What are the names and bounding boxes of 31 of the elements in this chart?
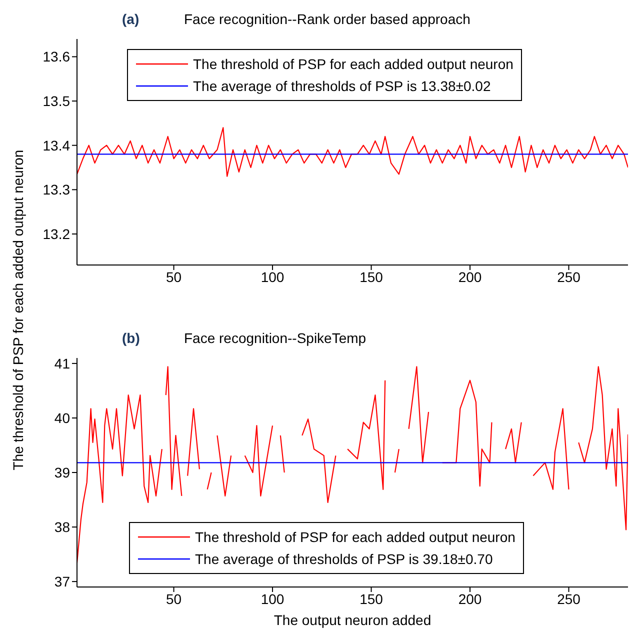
x-tick-label: 200 bbox=[458, 268, 482, 285]
y-tick-label: 38 bbox=[54, 518, 70, 535]
y-axis-title: The threshold of PSP for each added output neuron bbox=[10, 150, 26, 470]
x-tick-label: 200 bbox=[458, 590, 482, 607]
y-tick-label: 13.6 bbox=[42, 48, 70, 65]
y-tick-label: 39 bbox=[54, 464, 70, 480]
y-tick-label: 13.3 bbox=[42, 182, 70, 198]
legend-label: The threshold of PSP for each added output neuron bbox=[195, 529, 516, 545]
x-tick-label: 50 bbox=[166, 590, 182, 607]
text: (a) bbox=[122, 11, 140, 27]
x-tick-label: 50 bbox=[166, 268, 182, 285]
legend-label: The average of thresholds of PSP is 13.38±0.02 bbox=[193, 78, 491, 94]
chart-title: Face recognition--Rank order based approach bbox=[184, 11, 470, 27]
text: (b) bbox=[122, 330, 140, 346]
chart-title: Face recognition--SpikeTemp bbox=[184, 330, 366, 346]
x-tick-label: 150 bbox=[360, 268, 384, 285]
x-tick-label: 100 bbox=[260, 590, 284, 607]
x-tick-label: 250 bbox=[557, 268, 581, 285]
y-tick-label: 37 bbox=[54, 574, 70, 590]
legend-label: The average of thresholds of PSP is 39.18±0.70 bbox=[195, 551, 493, 567]
line-series bbox=[77, 127, 628, 177]
y-tick-label: 13.5 bbox=[42, 93, 70, 110]
y-tick-label: 13.4 bbox=[42, 137, 70, 154]
y-tick-label: 40 bbox=[54, 410, 70, 426]
x-tick-label: 100 bbox=[260, 268, 284, 285]
x-tick-label: 150 bbox=[360, 590, 384, 607]
y-tick-label: 13.2 bbox=[42, 226, 70, 242]
x-axis-title: The output neuron added bbox=[272, 612, 432, 628]
y-tick-label: 41 bbox=[54, 355, 70, 372]
x-tick-label: 250 bbox=[557, 590, 581, 607]
legend-label: The threshold of PSP for each added output neuron bbox=[193, 56, 514, 72]
